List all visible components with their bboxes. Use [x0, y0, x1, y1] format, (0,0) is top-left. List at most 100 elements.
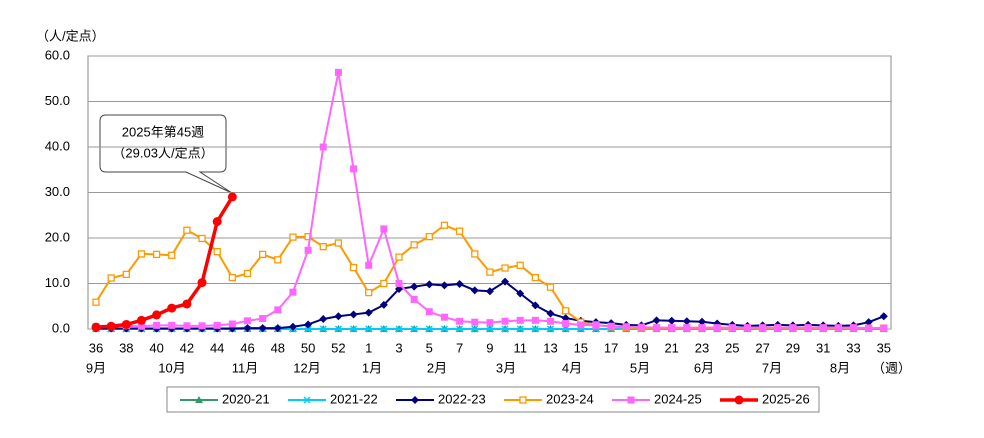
marker: [350, 165, 358, 173]
marker: [259, 315, 267, 323]
legend-label: 2021-22: [330, 391, 378, 406]
marker: [350, 325, 358, 333]
legend-label: 2020-21: [222, 391, 270, 406]
month-label: 5月: [630, 360, 650, 375]
marker: [319, 314, 328, 323]
marker: [167, 303, 177, 313]
marker: [107, 274, 115, 282]
marker: [880, 324, 888, 332]
x-tick-label: 35: [877, 340, 891, 355]
marker: [319, 143, 327, 151]
marker: [411, 396, 419, 404]
marker: [486, 325, 494, 333]
marker: [152, 310, 162, 320]
y-tick-label: 60.0: [45, 47, 70, 62]
marker: [274, 256, 282, 264]
marker: [519, 396, 527, 404]
marker: [395, 325, 403, 333]
marker: [622, 323, 630, 331]
y-tick-label: 20.0: [45, 229, 70, 244]
y-unit-label: （人/定点）: [36, 28, 105, 43]
marker: [303, 396, 311, 404]
marker: [334, 312, 343, 321]
marker: [471, 325, 479, 333]
x-tick-label: 19: [634, 340, 648, 355]
x-unit-label: （週）: [872, 360, 911, 375]
marker: [243, 269, 252, 278]
marker: [627, 396, 635, 404]
x-tick-label: 44: [210, 340, 224, 355]
marker: [274, 306, 282, 314]
month-label: 12月: [293, 360, 320, 375]
marker: [228, 320, 236, 328]
marker: [546, 325, 555, 333]
marker: [531, 325, 539, 333]
marker: [698, 317, 706, 326]
marker: [471, 318, 479, 326]
marker: [122, 270, 130, 279]
annotation-text: （29.03人/定点）: [112, 145, 213, 160]
marker: [440, 325, 448, 333]
marker: [153, 321, 161, 329]
marker: [682, 317, 691, 326]
marker: [365, 325, 373, 333]
x-tick-label: 27: [755, 340, 769, 355]
x-tick-label: 52: [331, 340, 345, 355]
marker: [592, 321, 600, 329]
marker: [759, 324, 767, 332]
annotation-text: 2025年第45週: [122, 124, 204, 139]
marker: [349, 310, 358, 319]
marker: [652, 316, 661, 325]
x-tick-label: 46: [240, 340, 254, 355]
marker: [304, 325, 312, 333]
marker: [121, 319, 131, 329]
marker: [183, 226, 191, 234]
marker: [546, 309, 555, 318]
marker: [607, 322, 615, 330]
marker: [183, 322, 191, 330]
y-tick-label: 0.0: [52, 320, 70, 335]
marker: [182, 299, 192, 309]
marker: [334, 68, 342, 76]
marker: [168, 251, 176, 259]
marker: [319, 242, 327, 251]
marker: [380, 279, 388, 288]
marker: [834, 324, 842, 332]
marker: [864, 318, 873, 327]
marker: [425, 308, 433, 316]
marker: [410, 295, 418, 303]
marker: [456, 325, 464, 333]
marker: [227, 192, 237, 202]
month-label: 3月: [496, 360, 516, 375]
marker: [410, 282, 419, 291]
x-tick-label: 38: [119, 340, 133, 355]
y-tick-label: 40.0: [45, 138, 70, 153]
marker: [516, 261, 524, 269]
marker: [410, 241, 418, 249]
marker: [379, 300, 388, 309]
marker: [850, 324, 857, 332]
series-line: [95, 195, 234, 329]
marker: [380, 325, 388, 333]
x-tick-label: 11: [513, 340, 527, 355]
marker: [501, 277, 510, 286]
marker: [456, 317, 464, 325]
y-tick-label: 10.0: [45, 275, 70, 290]
marker: [698, 324, 706, 332]
marker: [258, 324, 267, 333]
month-label: 2月: [427, 360, 447, 375]
marker: [365, 288, 373, 297]
marker: [289, 288, 297, 296]
x-tick-label: 23: [695, 340, 709, 355]
marker: [273, 324, 282, 333]
marker: [195, 396, 203, 403]
marker: [137, 250, 146, 258]
marker: [228, 273, 237, 282]
marker: [713, 324, 721, 332]
marker: [774, 324, 782, 332]
marker: [243, 324, 252, 333]
marker: [152, 250, 161, 259]
legend-label: 2022-23: [438, 391, 486, 406]
marker: [395, 253, 403, 261]
